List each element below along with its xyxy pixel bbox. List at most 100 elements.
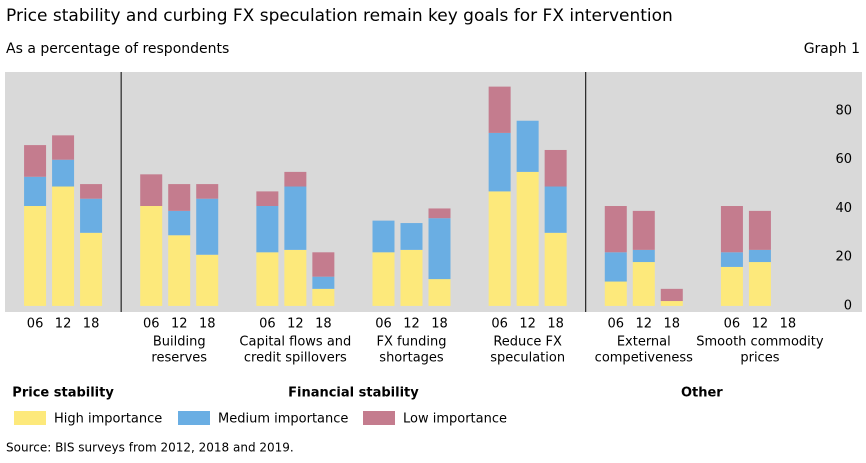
bar-segment	[748, 249, 771, 263]
group-label: reserves	[151, 351, 207, 366]
x-tick-label: 18	[315, 317, 332, 332]
bar-segment	[428, 218, 451, 280]
bar-segment	[748, 262, 771, 306]
group-label: Building	[153, 335, 206, 350]
group-label: credit spillovers	[244, 351, 347, 366]
group-label: shortages	[379, 351, 444, 366]
x-tick-label: 12	[171, 317, 188, 332]
bar-segment	[24, 145, 47, 177]
x-tick-label: 06	[27, 317, 44, 332]
chart-title: Price stability and curbing FX speculati…	[6, 6, 673, 26]
section-label: Price stability	[12, 386, 114, 401]
section-label: Financial stability	[288, 386, 419, 401]
y-tick-label: 80	[835, 103, 852, 118]
bar-segment	[516, 171, 539, 306]
axis-area	[818, 72, 862, 312]
bar-segment	[196, 254, 219, 306]
graph-label: Graph 1	[804, 41, 860, 57]
bar-segment	[748, 210, 771, 250]
bar-segment	[196, 184, 219, 199]
bar-segment	[140, 206, 163, 306]
bar-segment	[604, 206, 627, 253]
bar-segment	[720, 206, 743, 253]
bar-segment	[488, 132, 511, 192]
legend-label: Low importance	[403, 412, 507, 427]
x-tick-label: 18	[431, 317, 448, 332]
bar-segment	[312, 276, 335, 289]
x-tick-label: 12	[519, 317, 536, 332]
bar-segment	[80, 184, 103, 199]
bar-segment	[660, 288, 683, 302]
bar-segment	[372, 220, 395, 253]
bar-segment	[488, 191, 511, 306]
bar-segment	[400, 223, 423, 250]
y-tick-label: 40	[835, 201, 852, 216]
bar-segment	[632, 210, 655, 250]
x-tick-label: 06	[724, 317, 741, 332]
bar-segment	[604, 281, 627, 306]
x-tick-label: 18	[83, 317, 100, 332]
bar-segment	[52, 159, 75, 187]
y-tick-label: 0	[844, 298, 852, 313]
x-tick-label: 12	[636, 317, 653, 332]
legend-label: Medium importance	[218, 412, 348, 427]
bar-segment	[256, 206, 279, 253]
x-tick-label: 18	[664, 317, 681, 332]
bar-segment	[604, 252, 627, 282]
group-label: External	[617, 335, 671, 350]
bar-segment	[660, 301, 683, 306]
legend-label: High importance	[54, 412, 162, 427]
x-tick-label: 12	[287, 317, 304, 332]
bar-segment	[516, 120, 539, 172]
bar-segment	[632, 249, 655, 263]
bar-segment	[168, 235, 191, 306]
y-tick-label: 20	[835, 250, 852, 265]
group-label: speculation	[490, 351, 565, 366]
bar-segment	[312, 288, 335, 306]
group-label: competiveness	[595, 351, 693, 366]
bar-segment	[428, 208, 451, 219]
legend-swatch	[363, 411, 395, 425]
group-label: Smooth commodity	[696, 335, 824, 350]
x-tick-label: 12	[752, 317, 769, 332]
group-label: Capital flows and	[239, 335, 351, 350]
bar-segment	[720, 266, 743, 306]
legend-swatch	[14, 411, 46, 425]
x-tick-label: 06	[143, 317, 160, 332]
bar-segment	[168, 210, 191, 236]
chart-subtitle: As a percentage of respondents	[6, 41, 229, 57]
bar-segment	[284, 249, 307, 306]
bar-segment	[544, 149, 567, 187]
bar-segment	[24, 176, 47, 207]
x-tick-label: 18	[199, 317, 216, 332]
group-label: Reduce FX	[493, 335, 562, 350]
group-label: FX funding	[377, 335, 447, 350]
source: Source: BIS surveys from 2012, 2018 and …	[6, 441, 294, 455]
bar-segment	[544, 186, 567, 233]
bar-segment	[400, 249, 423, 306]
bar-segment	[196, 198, 219, 255]
x-tick-label: 12	[403, 317, 420, 332]
bar-segment	[284, 171, 307, 187]
bar-segment	[80, 232, 103, 306]
x-tick-label: 06	[375, 317, 392, 332]
x-tick-label: 06	[491, 317, 508, 332]
bar-segment	[24, 206, 47, 306]
bar-segment	[256, 252, 279, 306]
bar-segment	[312, 252, 335, 277]
y-tick-label: 60	[835, 152, 852, 167]
section-label: Other	[681, 386, 723, 401]
legend-swatch	[178, 411, 210, 425]
bar-segment	[168, 184, 191, 211]
group-label: prices	[740, 351, 779, 366]
bar-segment	[256, 191, 279, 207]
x-tick-label: 06	[259, 317, 276, 332]
x-tick-label: 18	[780, 317, 797, 332]
bar-segment	[544, 232, 567, 306]
bar-segment	[488, 86, 511, 133]
bar-segment	[372, 252, 395, 306]
bar-segment	[80, 198, 103, 233]
bar-segment	[632, 262, 655, 306]
x-tick-label: 12	[55, 317, 72, 332]
